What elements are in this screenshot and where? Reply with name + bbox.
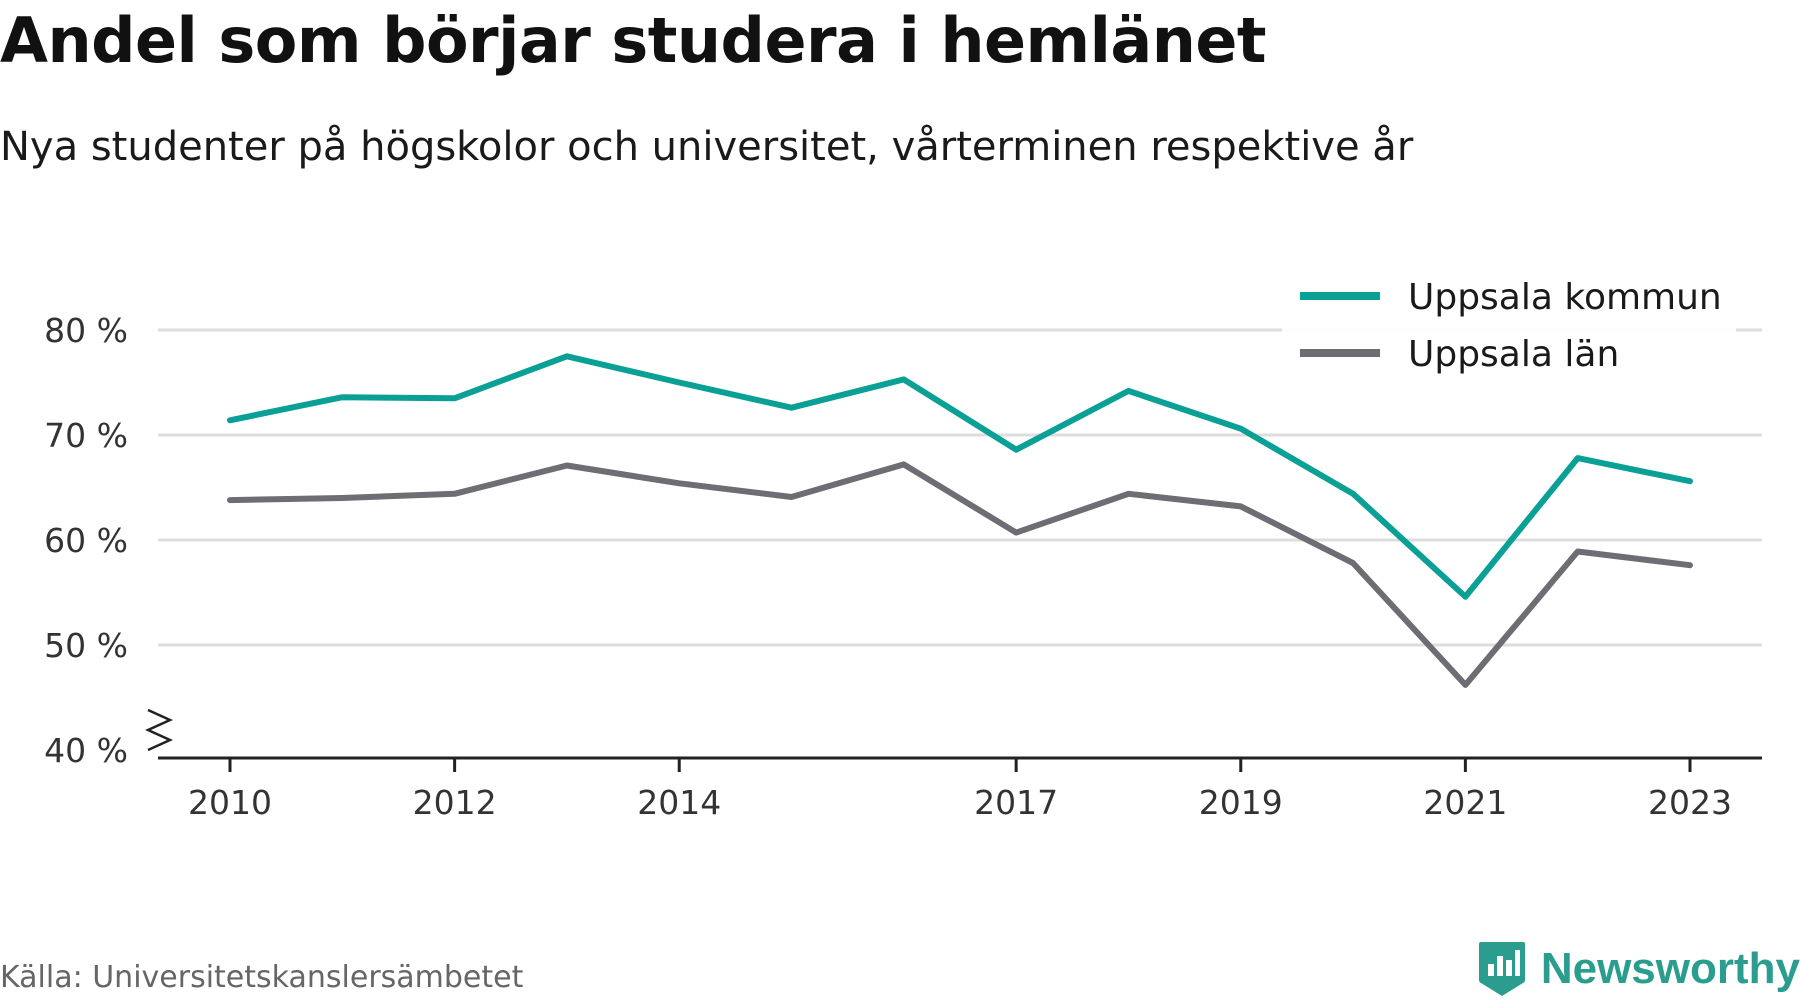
x-axis: 2010 2012 2014 2017 2019 2021 2023 — [144, 708, 1762, 822]
y-tick-label: 50 % — [44, 626, 128, 665]
chart-subtitle: Nya studenter på högskolor och universit… — [0, 124, 1414, 170]
brand-logo: Newsworthy — [1477, 940, 1800, 998]
x-tick-label: 2012 — [413, 783, 497, 822]
y-tick-label: 60 % — [44, 521, 128, 560]
newsworthy-logo-icon — [1478, 942, 1525, 996]
y-tick-label: 80 % — [44, 311, 128, 350]
x-tick-label: 2017 — [974, 783, 1058, 822]
x-tick-label: 2010 — [188, 783, 272, 822]
axis-break-marker — [144, 708, 174, 752]
series-line-uppsala-kommun — [227, 353, 1693, 600]
legend-label: Uppsala län — [1408, 334, 1619, 375]
source-note: Källa: Universitetskanslersämbetet — [0, 960, 524, 995]
series-line-uppsala-lan — [227, 461, 1693, 688]
legend-label: Uppsala kommun — [1408, 277, 1722, 318]
y-tick-label: 70 % — [44, 416, 128, 455]
series-lines — [227, 353, 1693, 688]
x-tick-label: 2019 — [1199, 783, 1283, 822]
y-tick-label: 40 % — [44, 731, 128, 770]
chart-title: Andel som börjar studera i hemlänet — [0, 4, 1267, 77]
legend: Uppsala kommun Uppsala län — [1282, 268, 1736, 375]
gridlines — [158, 328, 1762, 647]
x-tick-label: 2021 — [1423, 783, 1507, 822]
x-tick-label: 2014 — [637, 783, 721, 822]
y-axis-labels: 40 % 50 % 60 % 70 % 80 % — [44, 311, 128, 770]
x-tick-label: 2023 — [1648, 783, 1732, 822]
brand-name: Newsworthy — [1540, 944, 1800, 993]
